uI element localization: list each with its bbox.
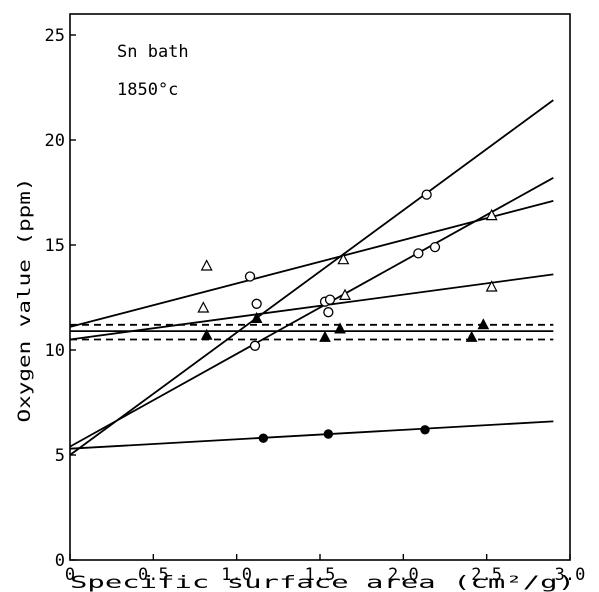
open-circle-point bbox=[421, 189, 432, 200]
fit-line bbox=[69, 99, 554, 456]
y-tick-label: 10 bbox=[45, 341, 65, 361]
x-tick-label: 1.5 bbox=[305, 565, 336, 585]
y-tick-label: 0 bbox=[55, 551, 65, 571]
axes: 0 0.5 1.0 1.5 2.0 2.5 3.0 0 5 10 15 20 25 bbox=[45, 13, 586, 585]
open-circle-point bbox=[429, 241, 441, 253]
fit-line bbox=[69, 420, 554, 450]
filled-triangle-point bbox=[319, 330, 331, 342]
filled-circle-point bbox=[323, 429, 334, 439]
open-circle-point bbox=[413, 248, 424, 259]
data-points bbox=[197, 189, 498, 443]
annotation-temperature: 1850°c bbox=[117, 80, 178, 100]
y-tick-label: 15 bbox=[45, 236, 65, 256]
filled-triangle-point bbox=[334, 322, 346, 334]
open-triangle-point bbox=[339, 288, 351, 300]
filled-triangle-point bbox=[250, 311, 263, 323]
open-circle-point bbox=[323, 307, 334, 318]
filled-triangle-point bbox=[200, 328, 213, 340]
open-triangle-point bbox=[485, 208, 498, 221]
open-triangle-point bbox=[200, 259, 213, 271]
x-tick-label: 2.5 bbox=[471, 565, 502, 585]
y-tick-label: 25 bbox=[45, 26, 65, 46]
x-tick-label: 0 bbox=[65, 565, 75, 585]
labels: Sn bath 1850°c Specific surface area (cm… bbox=[15, 42, 575, 592]
filled-triangle-point bbox=[465, 330, 478, 342]
y-axis-title: Oxygen value (ppm) bbox=[15, 178, 35, 423]
open-circle-point bbox=[249, 340, 261, 351]
open-circle-point bbox=[324, 294, 336, 305]
x-axis-title: Specific surface area (cm²/g) bbox=[70, 573, 575, 592]
y-tick-label: 20 bbox=[45, 131, 65, 151]
filled-triangle-point bbox=[477, 318, 490, 330]
filled-circle-point bbox=[258, 433, 269, 443]
open-circle-point bbox=[244, 271, 256, 282]
y-tick-label: 5 bbox=[55, 446, 65, 466]
open-triangle-point bbox=[197, 301, 210, 313]
open-circle-point bbox=[251, 298, 262, 309]
x-tick-label: 1.0 bbox=[221, 565, 252, 585]
x-tick-label: 0.5 bbox=[138, 565, 169, 585]
fit-line bbox=[69, 177, 554, 448]
fit-lines bbox=[69, 99, 554, 456]
open-triangle-point bbox=[485, 280, 498, 292]
x-tick-label: 3.0 bbox=[555, 565, 586, 585]
filled-circle-point bbox=[420, 425, 430, 435]
x-tick-label: 2.0 bbox=[388, 565, 419, 585]
fit-line bbox=[69, 273, 554, 341]
annotation-bath: Sn bath bbox=[117, 42, 189, 62]
fit-line bbox=[69, 200, 554, 328]
open-triangle-point bbox=[337, 252, 350, 265]
